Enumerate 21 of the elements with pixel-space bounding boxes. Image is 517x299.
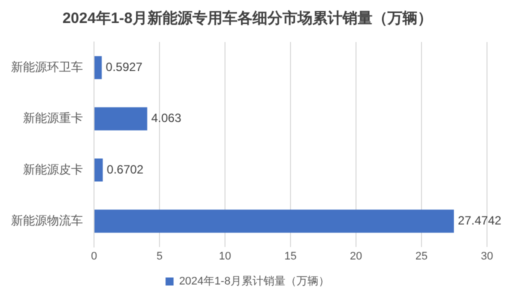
bar — [94, 107, 148, 130]
x-tick-label: 30 — [480, 250, 494, 262]
x-tick-label: 25 — [415, 250, 428, 262]
y-tick-label: 新能源环卫车 — [11, 60, 83, 74]
bar — [94, 210, 454, 233]
x-tick-label: 0 — [90, 250, 98, 262]
data-label: 0.5927 — [106, 60, 143, 74]
chart-title: 2024年1-8月新能源专用车各细分市场累计销量（万辆） — [62, 9, 433, 28]
data-label: 4.063 — [151, 111, 182, 126]
x-tick-label: 15 — [284, 250, 297, 262]
y-tick-label: 新能源皮卡 — [23, 162, 83, 176]
y-tick-label: 新能源物流车 — [11, 214, 83, 228]
x-tick-label: 5 — [156, 250, 163, 262]
bar — [94, 158, 103, 182]
x-tick-label: 10 — [218, 250, 232, 262]
legend-label: 2024年1-8月累计销量（万辆） — [179, 274, 330, 288]
y-tick-label: 新能源重卡 — [23, 111, 83, 126]
bar — [94, 56, 102, 80]
x-tick-label: 20 — [350, 250, 362, 262]
data-label: 0.6702 — [106, 162, 144, 176]
data-label: 27.4742 — [458, 214, 502, 228]
